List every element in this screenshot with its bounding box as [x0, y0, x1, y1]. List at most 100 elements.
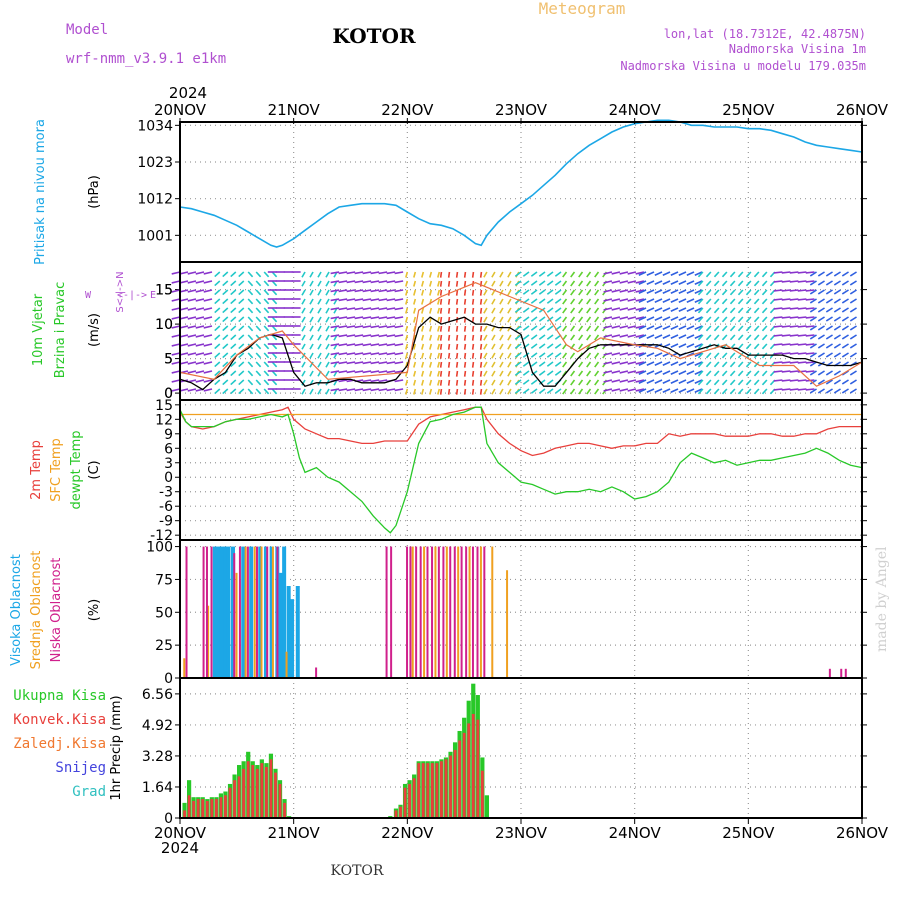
wind-barb — [594, 316, 600, 323]
wind-barb — [745, 280, 752, 287]
wind-barb — [309, 289, 314, 296]
wind-barb — [635, 280, 645, 284]
wind-barb — [753, 307, 760, 314]
wind-barb — [603, 361, 613, 365]
wind-barb — [514, 379, 522, 385]
wind-barb — [627, 388, 637, 392]
wind-barb — [745, 271, 752, 278]
cloud-ylabel-mid: Srednja Oblacnost — [29, 551, 44, 670]
wind-barb — [187, 370, 197, 374]
wind-barb — [627, 334, 637, 338]
wind-barb — [499, 370, 504, 377]
wind-barb — [729, 370, 736, 377]
precip-bar-convective — [246, 761, 250, 818]
cloud-bar-visoka — [212, 546, 217, 678]
wind-barb — [797, 325, 807, 328]
wind-barb — [370, 379, 380, 383]
compass-vertical: S<-|->N — [115, 271, 126, 312]
wind-barb — [570, 352, 576, 359]
wind-barb — [789, 280, 799, 283]
wind-barb — [817, 379, 825, 385]
wind-barb — [203, 343, 213, 347]
cloud-bar-visoka — [219, 546, 224, 678]
wind-barb — [594, 352, 600, 359]
wind-barb — [463, 334, 467, 341]
wind-barb — [362, 289, 372, 293]
wind-barb — [697, 361, 704, 368]
wind-barb — [463, 361, 467, 368]
wind-barb — [429, 379, 433, 386]
wind-barb — [530, 280, 538, 286]
wind-barb — [809, 361, 817, 367]
wind-barb — [619, 280, 629, 284]
temp-ylabel-2m: 2m Temp — [29, 440, 44, 500]
wind-barb — [570, 289, 576, 296]
wind-barb — [463, 307, 467, 314]
wind-barb — [522, 352, 530, 358]
cloud-bar-niska — [476, 546, 479, 678]
precip-bar-convective — [458, 740, 462, 818]
wind-barb — [638, 298, 647, 303]
cloud-bar-niska — [460, 546, 463, 678]
wind-barb — [670, 307, 679, 312]
wind-barb — [346, 370, 356, 374]
wind-barb — [686, 280, 695, 285]
y-tick-label: 12 — [155, 412, 173, 428]
wind-barb — [805, 370, 815, 373]
wind-barb — [386, 316, 396, 320]
wind-barb — [538, 352, 546, 358]
wind-barb — [203, 388, 213, 392]
cloud-bar-niska — [483, 546, 486, 678]
wind-barb — [713, 379, 720, 386]
wind-barb — [841, 280, 849, 286]
wind-barb — [694, 334, 703, 339]
wind-barb — [499, 298, 504, 305]
wind-barb — [538, 361, 546, 367]
wind-barb — [546, 361, 554, 367]
wind-barb — [662, 334, 671, 339]
wind-barb — [463, 298, 467, 305]
wind-barb — [271, 379, 278, 386]
wind-barb — [378, 316, 388, 320]
wind-barb — [781, 325, 791, 328]
wind-barb — [413, 379, 417, 386]
cloud-bar-srednja — [479, 546, 482, 678]
wind-barb — [654, 316, 663, 321]
wind-barb — [437, 289, 441, 296]
precip-bar-convective — [251, 765, 255, 818]
wind-barb — [362, 388, 372, 392]
wind-barb — [753, 271, 760, 278]
wind-barb — [705, 316, 712, 323]
wind-barb — [789, 307, 799, 310]
wind-barb — [179, 289, 189, 293]
wind-barb — [483, 352, 488, 359]
y-tick-label: 15 — [155, 283, 173, 299]
wind-barb — [325, 361, 330, 368]
precip-bar-convective — [394, 810, 398, 818]
wind-barb — [611, 289, 621, 293]
wind-barb — [362, 379, 372, 383]
wind-barb — [301, 352, 306, 359]
wind-barb — [662, 280, 671, 285]
wind-barb — [603, 379, 613, 383]
meteogram-label: Meteogram — [539, 0, 626, 18]
wind-barb — [562, 289, 568, 296]
wind-barb — [471, 361, 475, 368]
wind-barb — [729, 352, 736, 359]
wind-barb — [530, 379, 538, 385]
wind-barb — [817, 298, 825, 304]
cloud-bar-srednja — [506, 570, 509, 678]
wind-barb — [662, 370, 671, 375]
wind-barb — [491, 361, 496, 368]
wind-barb — [317, 361, 322, 368]
wind-barb — [317, 316, 322, 323]
wind-barb — [697, 370, 704, 377]
wind-barb — [753, 334, 760, 341]
wind-barb — [247, 325, 254, 332]
wind-barb — [271, 280, 278, 287]
wind-barb — [301, 325, 306, 332]
wind-barb — [447, 361, 451, 368]
wind-barb — [670, 289, 679, 294]
wind-barb — [833, 298, 841, 304]
wind-barb — [678, 379, 687, 384]
